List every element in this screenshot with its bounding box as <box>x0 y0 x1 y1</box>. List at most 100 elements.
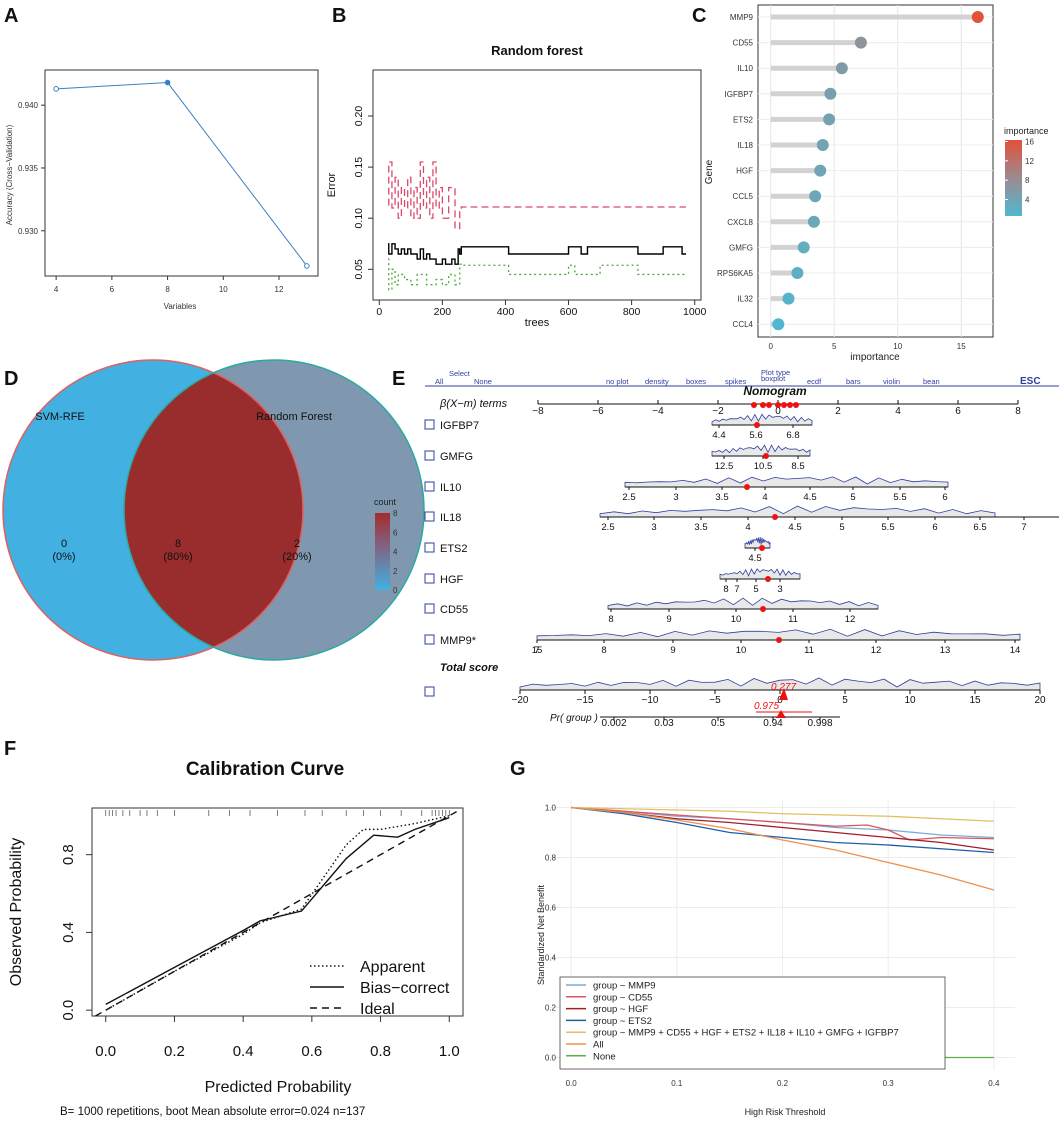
nomogram-toolbar-option[interactable]: boxes <box>686 377 706 386</box>
nomogram-density-total <box>519 677 1041 691</box>
nomogram-var-label-igfbp7: IGFBP7 <box>440 420 479 432</box>
nomogram-checkbox-cd55[interactable] <box>424 603 435 614</box>
nomogram-density-gmfg <box>711 444 811 457</box>
venn-set-left-label: SVM-RFE <box>35 411 85 423</box>
panel-b-xtick-label: 600 <box>560 306 578 318</box>
nomogram-toolbar-option[interactable]: Select <box>449 369 471 378</box>
nomogram-tick-label-mmp9: 10 <box>736 645 747 656</box>
panel-label-g: G <box>510 758 526 780</box>
nomogram-toolbar-option[interactable]: spikes <box>725 377 747 386</box>
panel-f-xtick-label: 0.0 <box>95 1043 116 1060</box>
nomogram-toolbar-option[interactable]: All <box>435 377 444 386</box>
nomogram-checkbox-hgf[interactable] <box>424 573 435 584</box>
panel-a-xtick-label: 12 <box>275 285 284 294</box>
nomogram-checkbox-mmp9[interactable] <box>424 634 435 645</box>
panel-g-xtick-label: 0.4 <box>988 1079 1000 1088</box>
nomogram-toolbar-option[interactable]: violin <box>883 377 900 386</box>
panel-g-net-benefit-chart: 0.0 0.1 0.2 0.3 0.4 0.0 0.2 0.4 0.6 0.8 1.0 group … <box>536 800 1015 1117</box>
nomogram-tick-label-il18: 6 <box>932 522 937 533</box>
nomogram-beta-point <box>781 402 787 408</box>
panel-a-ylabel: Accuracy (Cross−Validation) <box>5 124 14 225</box>
nomogram-tick-label-hgf: 3 <box>777 584 782 595</box>
panel-a-accuracy-chart: 4 6 8 10 12 0.930 0.935 0.940 Variables Accurac… <box>5 69 319 311</box>
nomogram-beta-tick-label: 6 <box>955 406 961 417</box>
nomogram-toolbar-option[interactable]: no plot <box>606 377 629 386</box>
panel-a-xtick-label: 4 <box>54 285 59 294</box>
nomogram-density-hgf <box>719 568 801 580</box>
nomogram-checkbox-total[interactable] <box>424 686 435 697</box>
nomogram-point-cd55 <box>760 606 766 612</box>
panel-b-xtick-label: 800 <box>623 306 641 318</box>
nomogram-checkbox-gmfg[interactable] <box>424 450 435 461</box>
nomogram-point-mmp9 <box>776 637 782 643</box>
nomogram-tick-label-il10: 4.5 <box>803 492 816 503</box>
panel-g-legend-label: All <box>593 1040 604 1051</box>
panel-c-ylabel: Gene <box>704 159 715 184</box>
nomogram-toolbar-option[interactable]: bars <box>846 377 861 386</box>
panel-d-legend-tick-label: 4 <box>393 548 398 557</box>
nomogram-toolbar-option[interactable]: ecdf <box>807 377 822 386</box>
panel-c-gene-label: ETS2 <box>733 115 754 124</box>
nomogram-toolbar-option[interactable]: boxplot <box>761 374 786 383</box>
panel-b-ylabel: Error <box>326 172 338 197</box>
nomogram-toolbar-option[interactable]: None <box>474 377 492 386</box>
panel-c-gene-label: CCL5 <box>733 192 754 201</box>
nomogram-prob-label: Pr( group ) <box>550 713 598 724</box>
nomogram-toolbar-option[interactable]: Plot type <box>761 368 790 377</box>
panel-g-series-all <box>571 806 995 891</box>
nomogram-checkbox-il18[interactable] <box>424 511 435 522</box>
nomogram-total-marker <box>779 688 788 700</box>
panel-a-xtick-label: 6 <box>110 285 115 294</box>
nomogram-tick-label-hgf: 7 <box>734 584 739 595</box>
panel-d-legend-tick-label: 2 <box>393 567 398 576</box>
panel-f-series-bias-correct <box>105 817 450 1005</box>
panel-d-legend-tick-label: 8 <box>393 509 398 518</box>
nomogram-total-tick-label: −5 <box>709 695 721 706</box>
panel-g-series-group-mmp9-cd55-hgf-ets2-il18-il10-gmfg-igfbp7 <box>571 806 994 822</box>
nomogram-tick-label-mmp9: 8 <box>601 645 606 656</box>
nomogram-toolbar-option[interactable]: density <box>645 377 669 386</box>
nomogram-checkbox-ets2[interactable] <box>424 542 435 553</box>
panel-c-gene-label: CCL4 <box>733 320 754 329</box>
panel-g-xtick-label: 0.1 <box>671 1079 683 1088</box>
panel-c-gene-label: HGF <box>736 167 753 176</box>
nomogram-var-label-ets2: ETS2 <box>440 543 468 555</box>
panel-f-ylabel: Observed Probability <box>8 838 25 987</box>
nomogram-beta-tick-label: −6 <box>592 406 604 417</box>
nomogram-total-tick-label: 15 <box>969 695 981 706</box>
panel-label-b: B <box>332 5 346 27</box>
nomogram-var-label-hgf: HGF <box>440 574 464 586</box>
panel-b-ytick-label: 0.10 <box>353 208 365 229</box>
panel-b-xtick-label: 0 <box>376 306 382 318</box>
panel-c-point-il18 <box>816 139 829 151</box>
nomogram-toolbar-option[interactable]: bean <box>923 377 940 386</box>
nomogram-checkbox-il10[interactable] <box>424 481 435 492</box>
nomogram-prob-tick-label: 0.002 <box>601 718 626 729</box>
nomogram-tick-label-cd55: 11 <box>788 614 798 625</box>
panel-label-f: F <box>4 738 16 760</box>
panel-f-ytick-label: 0.4 <box>60 922 77 943</box>
nomogram-tick-label-il10: 5.5 <box>893 492 906 503</box>
nomogram-beta-tick-label: −8 <box>532 406 544 417</box>
panel-g-legend-box <box>559 976 946 1070</box>
panel-a-xlabel: Variables <box>164 302 197 311</box>
panel-g-xtick-label: 0.2 <box>777 1079 789 1088</box>
nomogram-density-ets2 <box>744 537 771 549</box>
panel-c-gene-label: CXCL8 <box>727 218 753 227</box>
nomogram-tick-label-il10: 3.5 <box>715 492 728 503</box>
nomogram-tick-label-il18: 5.5 <box>881 522 894 533</box>
panel-c-gene-label: IL32 <box>737 295 753 304</box>
nomogram-checkbox-igfbp7[interactable] <box>424 419 435 430</box>
nomogram-esc-button[interactable]: ESC <box>1020 376 1041 387</box>
panel-label-e: E <box>392 368 405 390</box>
panel-c-colorbar <box>1005 140 1022 216</box>
nomogram-density-igfbp7 <box>711 413 813 426</box>
nomogram-tick-label-il18: 3 <box>651 522 656 533</box>
nomogram-var-label-mmp9: MMP9* <box>440 635 477 647</box>
panel-c-legend-tick-label: 8 <box>1025 176 1030 185</box>
nomogram-beta-tick-label: 4 <box>895 406 901 417</box>
panel-c-gene-label: MMP9 <box>730 13 754 22</box>
panel-c-gene-label: RPS6KA5 <box>717 269 754 278</box>
nomogram-point-gmfg <box>763 453 769 459</box>
nomogram-density-cd55 <box>607 597 879 610</box>
